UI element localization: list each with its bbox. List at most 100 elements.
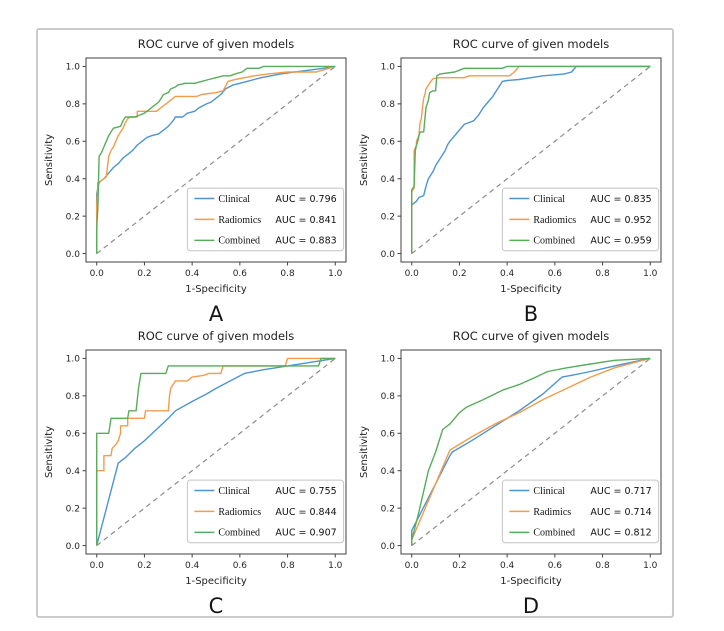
roc-chart-panel-c: ROC curve of given models 0.0 0.2 0.4 0.6 0.8… [44,329,347,618]
legend-auc-value: AUC = 0.717 [590,486,651,497]
y-tick-label: 0.0 [66,542,81,552]
y-tick-label: 0.8 [66,100,81,110]
y-tick-label: 0.6 [381,429,396,439]
x-axis-label: 1-Specificity [500,576,562,587]
y-tick-label: 0.4 [66,175,81,185]
y-tick-label: 0.0 [66,250,81,260]
plot-frame [85,349,347,555]
roc-line-radiomics [96,357,336,546]
x-tick-label: 0.8 [280,269,295,279]
y-tick-label: 0.6 [66,429,81,439]
panel-letter: D [523,594,539,618]
legend-auc-value: AUC = 0.841 [275,215,336,226]
x-tick-label: 0.2 [137,269,151,279]
roc-line-combined [96,357,336,546]
legend-name: Clinical [533,486,565,497]
x-tick-label: 0.6 [548,269,563,279]
y-tick-label: 1.0 [381,355,396,365]
legend-name: Combined [218,236,260,247]
x-tick-label: 0.2 [452,269,466,279]
legend [501,187,660,252]
panel-letter: A [209,302,224,326]
x-tick-label: 0.4 [500,269,515,279]
x-axis-label: 1-Specificity [185,576,247,587]
x-tick-label: 0.4 [500,561,515,571]
legend-auc-value: AUC = 0.883 [275,236,336,247]
chart-title: ROC curve of given models [138,329,294,343]
panel-b: ROC curve of given models 0.0 0.2 0.4 0.6 0.8… [355,34,670,326]
y-tick-label: 0.6 [66,137,81,147]
plot-frame [85,57,347,263]
x-tick-label: 0.2 [137,561,151,571]
roc-line-combined [411,357,651,546]
legend-name: Radimics [533,507,571,518]
legend [501,479,660,544]
x-tick-label: 1.0 [643,269,658,279]
legend-auc-value: AUC = 0.755 [275,486,336,497]
y-tick-label: 0.4 [381,175,396,185]
y-tick-label: 0.8 [66,392,81,402]
roc-line-radimics [411,357,651,546]
x-axis-label: 1-Specificity [185,284,247,295]
roc-line-combined [96,65,336,254]
roc-chart-panel-d: ROC curve of given models 0.0 0.2 0.4 0.6 0.8… [359,329,662,618]
panel-a: ROC curve of given models 0.0 0.2 0.4 0.6 0.8… [40,34,355,326]
legend-auc-value: AUC = 0.959 [590,236,651,247]
legend-auc-value: AUC = 0.907 [275,528,336,539]
y-axis-label: Sensitivity [44,134,55,186]
y-tick-label: 0.2 [381,504,395,514]
x-tick-label: 0.4 [185,269,200,279]
legend-name: Combined [533,236,575,247]
y-tick-label: 1.0 [66,355,81,365]
y-tick-label: 0.2 [66,212,80,222]
x-tick-label: 0.0 [90,269,105,279]
y-tick-label: 0.2 [66,504,80,514]
panel-c: ROC curve of given models 0.0 0.2 0.4 0.6 0.8… [40,326,355,618]
y-axis-label: Sensitivity [359,426,370,478]
roc-line-clinical [96,357,336,546]
roc-panel-grid: ROC curve of given models 0.0 0.2 0.4 0.6 0.8… [38,30,672,618]
roc-chart-panel-b: ROC curve of given models 0.0 0.2 0.4 0.6 0.8… [359,37,662,326]
legend-auc-value: AUC = 0.714 [590,507,651,518]
legend [186,479,345,544]
chart-title: ROC curve of given models [453,37,609,51]
x-tick-label: 0.4 [185,561,200,571]
x-tick-label: 0.6 [233,269,248,279]
x-tick-label: 0.0 [90,561,105,571]
x-tick-label: 0.6 [233,561,248,571]
plot-frame [400,349,662,555]
legend-auc-value: AUC = 0.844 [275,507,336,518]
x-tick-label: 1.0 [643,561,658,571]
y-tick-label: 0.8 [381,392,396,402]
legend [186,187,345,252]
panel-d: ROC curve of given models 0.0 0.2 0.4 0.6 0.8… [355,326,670,618]
x-tick-label: 0.8 [280,561,295,571]
diagonal-reference-line [411,65,651,255]
diagonal-reference-line [411,357,651,547]
figure-border: ROC curve of given models 0.0 0.2 0.4 0.6 0.8… [36,28,674,618]
y-tick-label: 1.0 [66,63,81,73]
panel-letter: B [524,302,538,326]
legend-auc-value: AUC = 0.835 [590,194,651,205]
chart-title: ROC curve of given models [453,329,609,343]
x-tick-label: 0.0 [405,561,420,571]
legend-name: Clinical [533,194,565,205]
roc-line-clinical [411,65,651,254]
roc-line-clinical [96,65,336,254]
x-tick-label: 0.2 [452,561,466,571]
legend-auc-value: AUC = 0.812 [590,528,651,539]
legend-auc-value: AUC = 0.796 [275,194,336,205]
chart-title: ROC curve of given models [138,37,294,51]
y-tick-label: 0.8 [381,100,396,110]
roc-chart-panel-a: ROC curve of given models 0.0 0.2 0.4 0.6 0.8… [44,37,347,326]
diagonal-reference-line [96,357,336,547]
legend-name: Radiomics [218,507,261,518]
legend-name: Clinical [218,194,250,205]
y-tick-label: 0.6 [381,137,396,147]
diagonal-reference-line [96,65,336,255]
roc-line-clinical [411,357,651,546]
legend-name: Radiomics [218,215,261,226]
x-tick-label: 0.0 [405,269,420,279]
y-tick-label: 1.0 [381,63,396,73]
legend-name: Combined [533,528,575,539]
